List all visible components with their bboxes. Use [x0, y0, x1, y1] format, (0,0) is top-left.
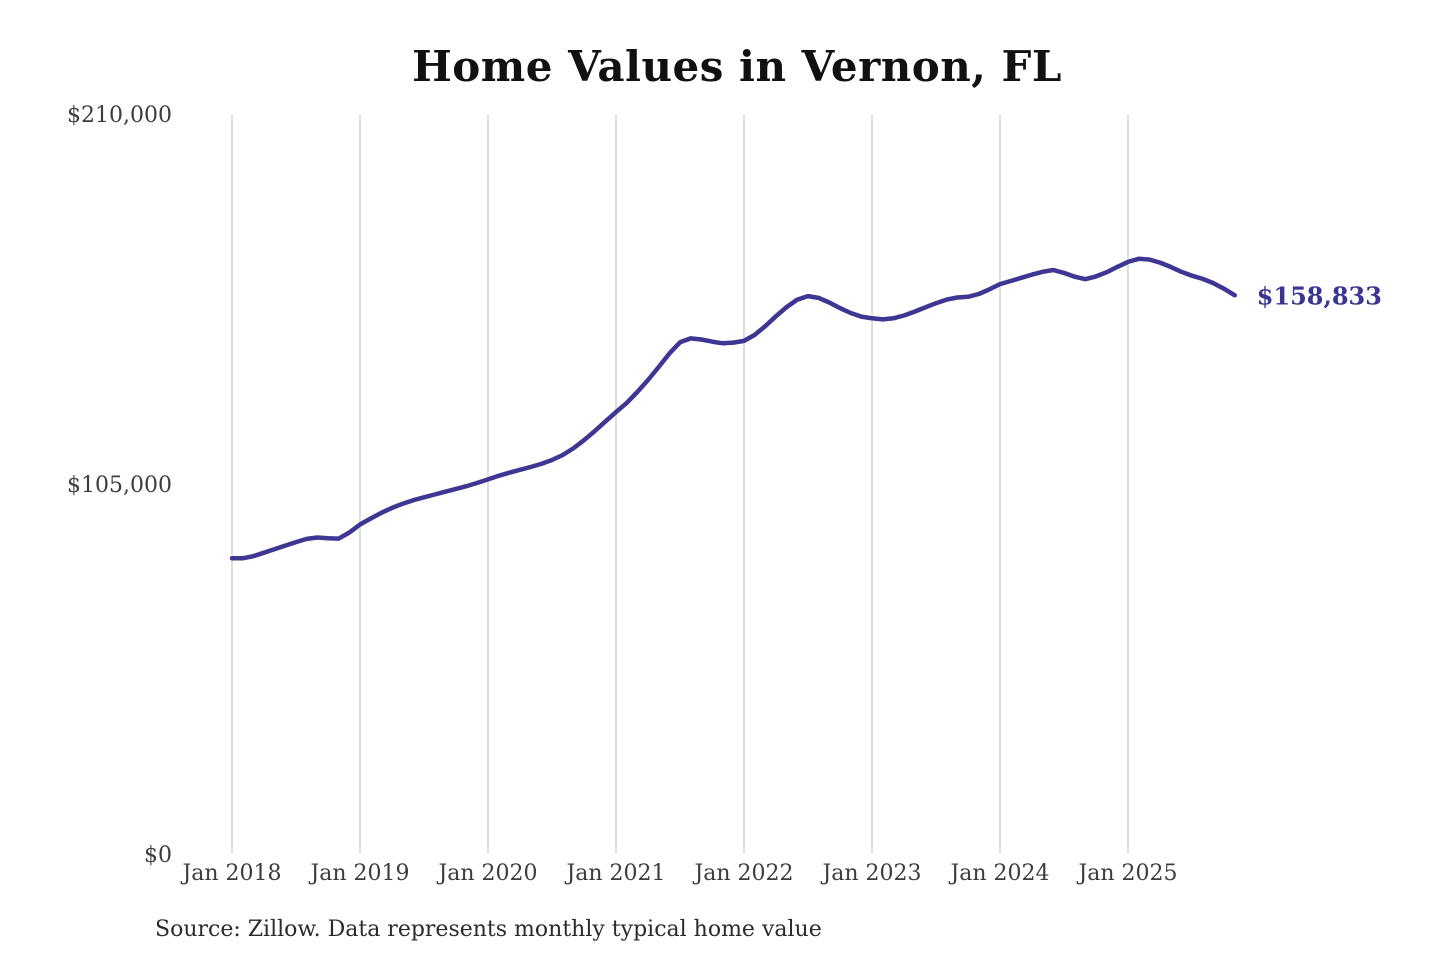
x-axis-tick-label: Jan 2019 — [308, 861, 409, 886]
chart-title: Home Values in Vernon, FL — [412, 42, 1062, 91]
x-axis-tick-label: Jan 2023 — [820, 861, 921, 886]
x-axis-tick-label: Jan 2025 — [1076, 861, 1177, 886]
y-axis-tick-label: $210,000 — [67, 103, 172, 128]
x-axis-tick-label: Jan 2021 — [564, 861, 665, 886]
latest-value-label: $158,833 — [1257, 281, 1382, 310]
x-axis-tick-label: Jan 2022 — [692, 861, 793, 886]
y-axis-tick-label: $0 — [144, 843, 172, 868]
y-axis-tick-label: $105,000 — [67, 473, 172, 498]
source-note: Source: Zillow. Data represents monthly … — [155, 917, 822, 942]
x-axis-tick-label: Jan 2020 — [436, 861, 537, 886]
x-axis-tick-label: Jan 2024 — [948, 861, 1049, 886]
value-line — [229, 256, 1237, 561]
x-axis-tick-label: Jan 2018 — [180, 861, 281, 886]
